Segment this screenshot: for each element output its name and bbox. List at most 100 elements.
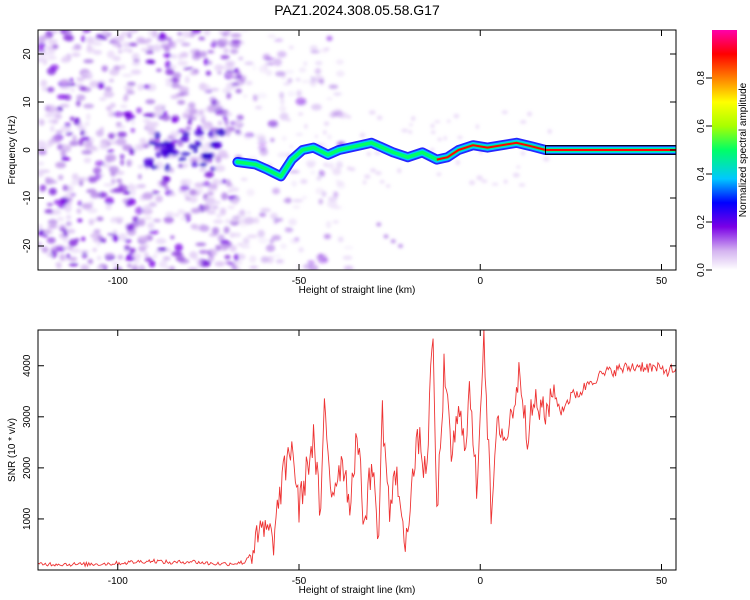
noise-blob <box>300 178 308 184</box>
noise-blob <box>342 255 353 260</box>
noise-blob <box>187 267 199 270</box>
noise-blob <box>159 104 167 108</box>
noise-blob <box>126 223 135 231</box>
noise-blob <box>38 147 47 155</box>
noise-blob <box>81 72 90 76</box>
noise-blob <box>366 151 372 156</box>
noise-blob <box>41 246 49 254</box>
noise-blob <box>222 37 228 42</box>
noise-blob <box>547 129 552 134</box>
noise-blob <box>214 261 226 267</box>
noise-blob <box>437 137 442 142</box>
noise-blob <box>192 146 198 154</box>
noise-blob <box>235 88 242 94</box>
noise-blob <box>171 54 178 59</box>
noise-blob <box>409 123 413 127</box>
noise-blob <box>134 144 139 152</box>
noise-blob <box>108 111 115 118</box>
noise-blob <box>138 264 146 270</box>
noise-blob <box>87 258 94 265</box>
noise-blob <box>41 87 48 92</box>
noise-blob <box>143 252 149 258</box>
noise-blob <box>76 208 82 214</box>
noise-blob <box>80 264 90 270</box>
noise-blob <box>104 86 113 92</box>
noise-blob <box>187 118 192 126</box>
noise-blob <box>99 142 109 150</box>
noise-blob <box>47 38 58 45</box>
noise-blob <box>167 141 173 149</box>
noise-blob <box>326 35 333 42</box>
noise-cloud <box>38 30 552 270</box>
noise-blob <box>131 61 141 66</box>
noise-blob <box>284 227 294 233</box>
noise-blob <box>60 125 72 132</box>
noise-blob <box>205 70 212 76</box>
noise-blob <box>273 58 282 67</box>
noise-blob <box>375 171 382 176</box>
noise-blob <box>246 234 258 239</box>
noise-blob <box>362 180 367 185</box>
noise-blob <box>95 129 104 137</box>
noise-blob <box>78 86 87 91</box>
noise-blob <box>223 109 228 115</box>
noise-blob <box>180 184 190 192</box>
noise-blob <box>266 62 275 66</box>
noise-blob <box>111 178 116 185</box>
noise-blob <box>230 33 242 38</box>
noise-blob <box>281 135 287 141</box>
noise-blob <box>280 243 287 250</box>
noise-blob <box>436 172 442 177</box>
noise-blob <box>124 112 131 119</box>
noise-blob <box>379 180 385 184</box>
noise-blob <box>325 220 332 229</box>
noise-blob <box>152 254 158 259</box>
y-tick-label: 3000 <box>22 405 33 428</box>
noise-blob <box>337 236 344 243</box>
noise-blob <box>543 156 550 162</box>
noise-blob <box>66 229 76 234</box>
noise-blob <box>147 222 155 230</box>
noise-blob <box>60 86 70 90</box>
noise-blob <box>179 91 190 96</box>
noise-blob <box>376 222 382 227</box>
noise-blob <box>230 187 240 192</box>
x-tick-label: 0 <box>477 276 483 287</box>
noise-blob <box>180 151 191 156</box>
noise-blob <box>86 113 91 121</box>
noise-blob <box>122 190 131 195</box>
noise-blob <box>242 94 248 98</box>
noise-blob <box>110 217 117 224</box>
noise-blob <box>117 43 122 49</box>
noise-blob <box>73 43 82 50</box>
noise-blob <box>62 55 70 63</box>
noise-blob <box>310 50 320 54</box>
noise-blob <box>520 151 526 156</box>
noise-blob <box>104 196 114 205</box>
noise-blob <box>229 244 237 252</box>
noise-blob <box>256 92 268 99</box>
colorbar-tick-label: 0.0 <box>696 263 707 277</box>
noise-blob <box>207 104 216 113</box>
noise-blob <box>446 119 451 123</box>
noise-blob <box>201 124 210 131</box>
noise-blob <box>125 201 132 207</box>
noise-blob <box>55 246 66 252</box>
noise-blob <box>180 216 186 221</box>
noise-blob <box>44 209 54 214</box>
snr-panel: -100 -50 0 50 1000 2000 3000 4000 Height of st… <box>7 329 677 596</box>
x-tick-label: -50 <box>292 276 307 287</box>
noise-blob <box>349 167 356 172</box>
signal-ridge-core <box>436 141 676 161</box>
noise-blob <box>58 223 68 229</box>
noise-blob <box>164 163 171 172</box>
noise-blob <box>38 48 46 53</box>
signal-ridge-outer <box>234 139 676 180</box>
noise-blob <box>103 183 114 187</box>
noise-blob <box>185 196 191 201</box>
noise-blob <box>108 78 114 83</box>
noise-blob <box>70 258 78 262</box>
noise-blob <box>368 110 376 115</box>
noise-blob <box>211 200 221 205</box>
noise-blob <box>121 73 133 77</box>
